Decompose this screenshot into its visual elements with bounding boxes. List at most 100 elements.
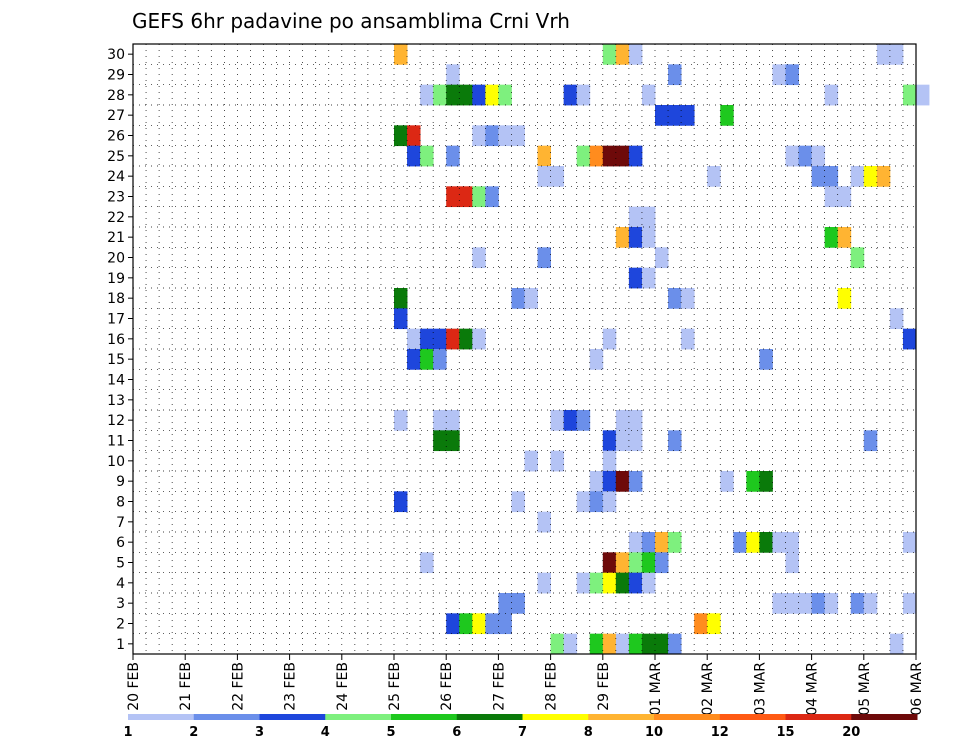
color-legend: 1 2 3 4 5 6 7 8 10 12 15 20: [123, 714, 918, 740]
heatmap-cell: [589, 349, 604, 370]
heatmap-cell: [420, 349, 434, 370]
heatmap-cell: [589, 572, 604, 594]
heatmap-cell: [576, 84, 591, 106]
heatmap-cell: [707, 613, 721, 635]
heatmap-cell: [681, 105, 695, 126]
y-tick-label: 28: [107, 88, 125, 104]
heatmap-cell: [902, 593, 917, 614]
heatmap-cell: [681, 288, 695, 309]
legend-swatch: [325, 714, 392, 720]
x-tick-label: 27 FEB: [491, 662, 507, 711]
heatmap-cell: [485, 613, 499, 635]
heatmap-cell: [628, 572, 643, 594]
legend-label: 4: [321, 725, 330, 740]
x-tick-label: 03 MAR: [752, 662, 768, 716]
heatmap-cell: [837, 186, 852, 208]
legend-label: 10: [645, 725, 663, 740]
heatmap-cell: [602, 633, 617, 655]
heatmap-cell: [733, 532, 747, 553]
heatmap-cell: [889, 44, 904, 65]
heatmap-cell: [446, 64, 460, 86]
heatmap-cell: [668, 105, 682, 126]
heatmap-cell: [615, 145, 630, 167]
plot-frame: [132, 43, 917, 655]
heatmap-cell: [668, 430, 682, 452]
heatmap-cell: [863, 593, 878, 614]
heatmap-cell: [628, 267, 643, 289]
y-tick-label: 22: [107, 210, 125, 226]
x-tick-label: 05 MAR: [857, 662, 873, 716]
heatmap-cell: [824, 166, 839, 187]
heatmap-cell: [498, 125, 512, 147]
heatmap-cell: [641, 532, 656, 553]
heatmap-cell: [798, 593, 812, 614]
heatmap-cell: [641, 552, 656, 574]
heatmap-cell: [681, 328, 695, 350]
heatmap-cell: [472, 613, 486, 635]
heatmap-cell: [485, 84, 499, 106]
heatmap-cell: [628, 633, 643, 655]
heatmap-cell: [589, 633, 604, 655]
heatmap-cell: [602, 572, 617, 594]
y-tick-label: 11: [107, 434, 125, 450]
heatmap-cell: [641, 572, 656, 594]
heatmap-cell: [511, 593, 525, 614]
y-tick-label: 24: [107, 169, 125, 185]
heatmap-cell: [563, 410, 578, 431]
heatmap-cell: [615, 430, 630, 452]
y-tick-label: 16: [107, 332, 125, 348]
y-tick-label: 30: [107, 47, 125, 63]
heatmap-cell: [550, 166, 565, 187]
legend-label: 20: [842, 725, 860, 740]
heatmap-cell: [459, 186, 473, 208]
heatmap-cell: [537, 572, 551, 594]
heatmap-cell: [433, 430, 447, 452]
heatmap-cell: [615, 572, 630, 594]
heatmap-cell: [472, 328, 486, 350]
heatmap-cell: [785, 145, 799, 167]
heatmap-cell: [498, 593, 512, 614]
heatmap-cell: [433, 349, 447, 370]
heatmap-cell: [824, 84, 839, 106]
heatmap-cell: [407, 125, 421, 147]
legend-label: 3: [255, 725, 264, 740]
heatmap-cell: [759, 532, 773, 553]
heatmap-cell: [628, 532, 643, 553]
heatmap-cell: [668, 633, 682, 655]
legend-swatch: [588, 714, 655, 720]
heatmap-cell: [394, 410, 408, 431]
heatmap-cell: [902, 532, 917, 553]
heatmap-cell: [433, 84, 447, 106]
heatmap-cell: [602, 430, 617, 452]
y-tick-label: 6: [116, 535, 125, 551]
heatmap-cell: [628, 471, 643, 492]
heatmap-cell: [394, 44, 408, 65]
y-tick-label: 29: [107, 68, 125, 84]
heatmap-cell: [655, 532, 669, 553]
heatmap-cell: [785, 532, 799, 553]
heatmap-cell: [420, 328, 434, 350]
heatmap-cell: [498, 84, 512, 106]
heatmap-cell: [602, 471, 617, 492]
heatmap-cell: [615, 410, 630, 431]
heatmap-cell: [902, 84, 917, 106]
legend-swatch: [391, 714, 458, 720]
heatmap-cell: [720, 105, 734, 126]
x-tick-label: 28 FEB: [544, 662, 560, 711]
heatmap-cell: [446, 430, 460, 452]
heatmap-cell: [863, 166, 878, 187]
heatmap-cell: [602, 44, 617, 65]
legend-label: 12: [711, 725, 729, 740]
heatmap-cell: [420, 552, 434, 574]
heatmap-cell: [694, 613, 708, 635]
heatmap-cell: [850, 166, 865, 187]
heatmap-cell: [524, 450, 538, 472]
heatmap-cell: [668, 288, 682, 309]
heatmap-cell: [615, 471, 630, 492]
legend-label: 15: [776, 725, 794, 740]
y-tick-label: 15: [107, 352, 125, 368]
heatmap-cell: [446, 84, 460, 106]
legend-label: 1: [123, 725, 132, 740]
